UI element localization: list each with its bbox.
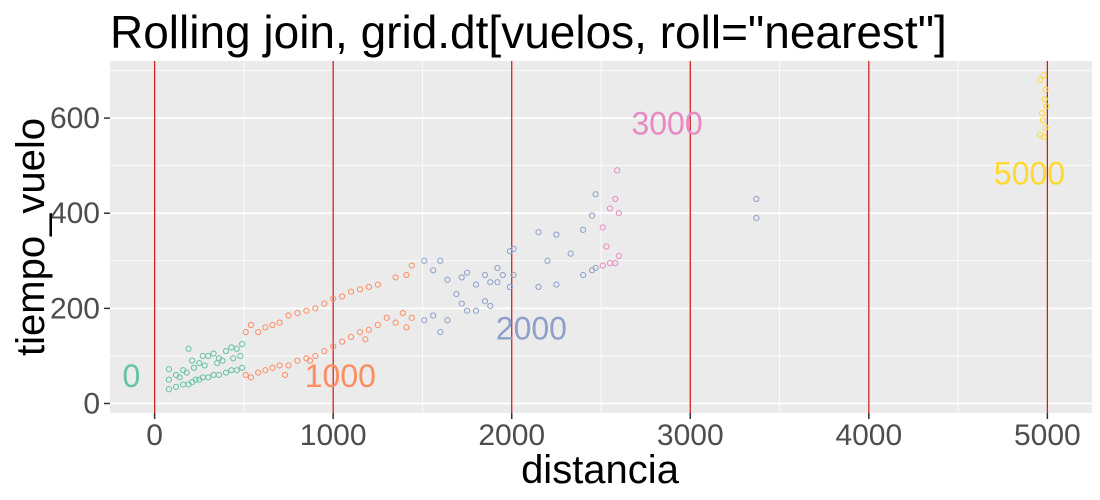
- x-tick-label: 0: [146, 419, 163, 452]
- y-tick-label: 600: [50, 102, 100, 135]
- annotation-3000: 3000: [631, 106, 702, 142]
- x-tick-label: 5000: [1014, 419, 1081, 452]
- y-tick-label: 200: [50, 292, 100, 325]
- annotation-0: 0: [123, 358, 141, 394]
- y-axis-title: tiempo_vuelo: [9, 118, 53, 356]
- annotation-1000: 1000: [305, 358, 376, 394]
- x-tick-label: 4000: [835, 419, 902, 452]
- annotation-2000: 2000: [496, 310, 567, 346]
- y-tick-label: 400: [50, 197, 100, 230]
- x-tick-label: 1000: [300, 419, 367, 452]
- annotation-5000: 5000: [994, 156, 1065, 192]
- x-axis-title: distancia: [521, 448, 680, 492]
- y-tick-label: 0: [83, 387, 100, 420]
- chart-title: Rolling join, grid.dt[vuelos, roll="near…: [110, 6, 947, 58]
